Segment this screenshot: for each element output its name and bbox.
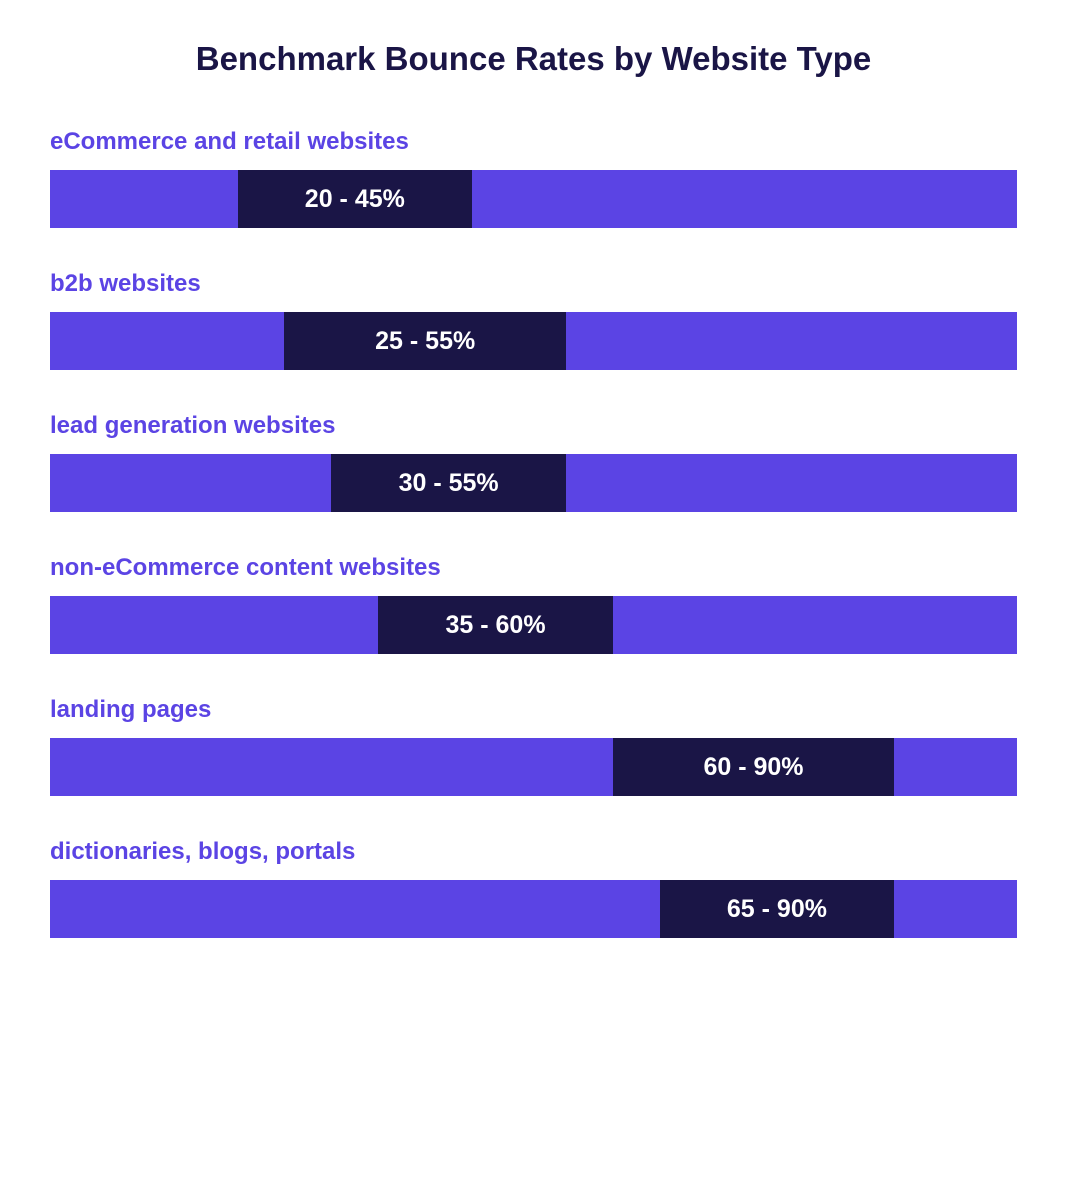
bar-row: dictionaries, blogs, portals 65 - 90%	[50, 838, 1017, 938]
bar-range: 60 - 90%	[613, 738, 894, 796]
bar-row: lead generation websites 30 - 55%	[50, 412, 1017, 512]
bar-row-label: b2b websites	[50, 270, 1017, 298]
bar-row-label: eCommerce and retail websites	[50, 128, 1017, 156]
bar-track: 65 - 90%	[50, 880, 1017, 938]
bar-track: 25 - 55%	[50, 312, 1017, 370]
bar-range: 30 - 55%	[331, 454, 565, 512]
bar-range-value: 35 - 60%	[445, 611, 545, 640]
bar-range: 25 - 55%	[284, 312, 565, 370]
bar-row: eCommerce and retail websites 20 - 45%	[50, 128, 1017, 228]
chart-title: Benchmark Bounce Rates by Website Type	[50, 40, 1017, 78]
bar-range-value: 60 - 90%	[703, 753, 803, 782]
bar-track: 20 - 45%	[50, 170, 1017, 228]
bar-range-value: 65 - 90%	[727, 895, 827, 924]
bar-row: non-eCommerce content websites 35 - 60%	[50, 554, 1017, 654]
bar-row-label: lead generation websites	[50, 412, 1017, 440]
bar-row: b2b websites 25 - 55%	[50, 270, 1017, 370]
bar-range-value: 20 - 45%	[305, 185, 405, 214]
bar-row-label: non-eCommerce content websites	[50, 554, 1017, 582]
bar-range: 65 - 90%	[660, 880, 894, 938]
chart-body: eCommerce and retail websites 20 - 45% b…	[50, 128, 1017, 938]
bar-row-label: landing pages	[50, 696, 1017, 724]
bar-track: 35 - 60%	[50, 596, 1017, 654]
bar-track: 30 - 55%	[50, 454, 1017, 512]
bar-track: 60 - 90%	[50, 738, 1017, 796]
bar-range-value: 25 - 55%	[375, 327, 475, 356]
bar-row-label: dictionaries, blogs, portals	[50, 838, 1017, 866]
bar-range: 20 - 45%	[238, 170, 472, 228]
bar-row: landing pages 60 - 90%	[50, 696, 1017, 796]
bar-range-value: 30 - 55%	[399, 469, 499, 498]
bar-range: 35 - 60%	[378, 596, 612, 654]
